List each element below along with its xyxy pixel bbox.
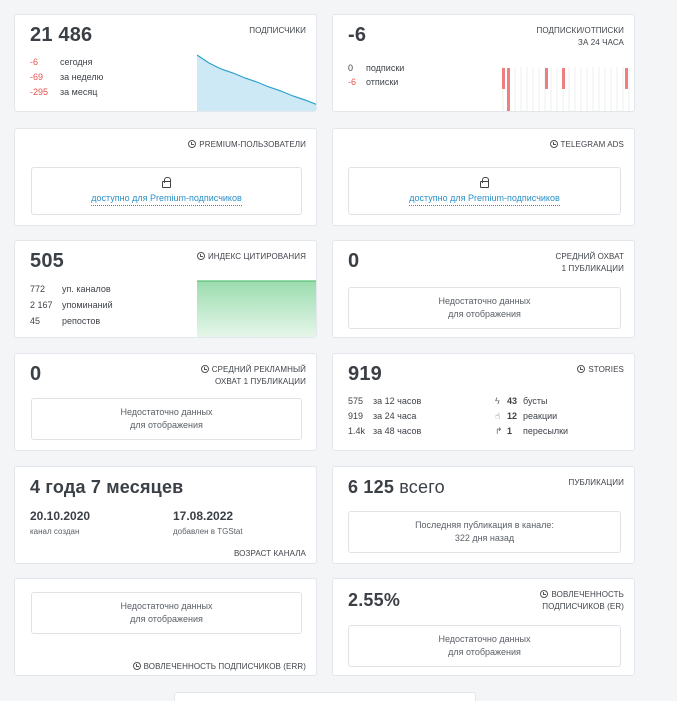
telegram-ads-upgrade-link[interactable]: доступно для Premium-подписчиков xyxy=(409,192,560,206)
subscribers-stats: -6 сегодня -69 за неделю -295 за месяц xyxy=(30,57,104,97)
info-icon xyxy=(132,662,141,670)
bottom-partial-element xyxy=(174,692,476,701)
stories-engagement-stats: ϟ 43 бусты ☝ 12 реакции ↱ 1 пересылки xyxy=(495,394,568,439)
ad-reach-empty-box: Недостаточно данных для отображения xyxy=(31,398,302,440)
subscribers-card: 21 486 ПОДПИСЧИКИ -6 сегодня -69 за неделю… xyxy=(14,14,317,112)
subs-unsubs-stats: 0 подписки -6 отписки xyxy=(348,63,405,87)
premium-users-label: PREMIUM-ПОЛЬЗОВАТЕЛИ xyxy=(188,139,306,151)
lock-icon xyxy=(480,176,489,188)
premium-users-upgrade-link[interactable]: доступно для Premium-подписчиков xyxy=(91,192,242,206)
subscribers-trend-chart xyxy=(197,54,316,111)
avg-reach-label: СРЕДНИЙ ОХВАТ 1 ПУБЛИКАЦИИ xyxy=(555,252,624,273)
avg-reach-empty-box: Недостаточно данных для отображения xyxy=(348,287,621,329)
telegram-ads-locked-box[interactable]: доступно для Premium-подписчиков xyxy=(348,167,621,215)
citation-label: ИНДЕКС ЦИТИРОВАНИЯ xyxy=(196,251,306,263)
info-icon xyxy=(577,365,586,373)
er-card: 2.55% ВОВЛЕЧЕННОСТЬ ПОДПИСЧИКОВ (ER) Нед… xyxy=(332,578,635,676)
added-label: добавлен в TGStat xyxy=(173,527,243,536)
avg-reach-value: 0 xyxy=(348,250,360,272)
telegram-ads-label: TELEGRAM ADS xyxy=(549,139,624,151)
info-icon xyxy=(549,140,558,148)
last-publication-box: Последняя публикация в канале: 322 дня н… xyxy=(348,511,621,553)
info-icon xyxy=(196,252,205,260)
avg-reach-card: 0 СРЕДНИЙ ОХВАТ 1 ПУБЛИКАЦИИ Недостаточн… xyxy=(332,240,635,338)
channel-age-value: 4 года 7 месяцев xyxy=(30,477,184,497)
created-date: 20.10.2020 xyxy=(30,509,91,523)
subs-unsubs-bar-chart xyxy=(502,67,630,111)
channel-age-label: ВОЗРАСТ КАНАЛА xyxy=(234,549,306,558)
citation-value: 505 xyxy=(30,250,64,272)
premium-users-locked-box[interactable]: доступно для Premium-подписчиков xyxy=(31,167,302,215)
channel-age-card: 4 года 7 месяцев 20.10.2020 канал создан… xyxy=(14,466,317,564)
er-value: 2.55% xyxy=(348,590,401,610)
lock-icon xyxy=(162,176,171,188)
premium-users-card: PREMIUM-ПОЛЬЗОВАТЕЛИ доступно для Premiu… xyxy=(14,128,317,226)
stories-card: 919 STORIES 575 за 12 часов 919 за 24 часа… xyxy=(332,353,635,451)
subscribers-label: ПОДПИСЧИКИ xyxy=(249,26,306,35)
citation-card: 505 ИНДЕКС ЦИТИРОВАНИЯ 772 уп. каналов 2 … xyxy=(14,240,317,338)
err-empty-box: Недостаточно данных для отображения xyxy=(31,592,302,634)
stories-period-stats: 575 за 12 часов 919 за 24 часа 1.4k за 48 ч… xyxy=(348,396,422,436)
created-label: канал создан xyxy=(30,527,80,536)
citation-area-chart xyxy=(197,280,316,337)
forward-icon: ↱ xyxy=(495,426,503,436)
subs-unsubs-card: -6 ПОДПИСКИ/ОТПИСКИ ЗА 24 ЧАСА 0 подписки… xyxy=(332,14,635,112)
er-label: ВОВЛЕЧЕННОСТЬ ПОДПИСЧИКОВ (ER) xyxy=(540,590,624,611)
subs-unsubs-value: -6 xyxy=(348,24,367,46)
added-date: 17.08.2022 xyxy=(173,509,234,523)
boost-icon: ϟ xyxy=(495,396,500,406)
publications-card: 6 125 всего ПУБЛИКАЦИИ Последняя публика… xyxy=(332,466,635,564)
citation-stats: 772 уп. каналов 2 167 упоминаний 45 репосто… xyxy=(30,284,113,326)
stories-label: STORIES xyxy=(577,364,624,376)
subscribers-count: 21 486 xyxy=(30,24,93,46)
info-icon xyxy=(200,365,209,373)
publications-value: 6 125 всего xyxy=(348,477,445,497)
publications-label: ПУБЛИКАЦИИ xyxy=(568,478,624,487)
er-empty-box: Недостаточно данных для отображения xyxy=(348,625,621,667)
info-icon xyxy=(540,590,549,598)
ad-reach-card: 0 СРЕДНИЙ РЕКЛАМНЫЙ ОХВАТ 1 ПУБЛИКАЦИИ Н… xyxy=(14,353,317,451)
subs-unsubs-label: ПОДПИСКИ/ОТПИСКИ ЗА 24 ЧАСА xyxy=(536,26,624,47)
info-icon xyxy=(188,140,197,148)
ad-reach-label: СРЕДНИЙ РЕКЛАМНЫЙ ОХВАТ 1 ПУБЛИКАЦИИ xyxy=(200,364,306,388)
err-card: Недостаточно данных для отображения ВОВЛ… xyxy=(14,578,317,676)
telegram-ads-card: TELEGRAM ADS доступно для Premium-подпис… xyxy=(332,128,635,226)
stories-value: 919 xyxy=(348,363,382,385)
thumbs-up-icon: ☝ xyxy=(495,411,501,421)
ad-reach-value: 0 xyxy=(30,363,42,385)
err-label: ВОВЛЕЧЕННОСТЬ ПОДПИСЧИКОВ (ERR) xyxy=(132,661,306,673)
